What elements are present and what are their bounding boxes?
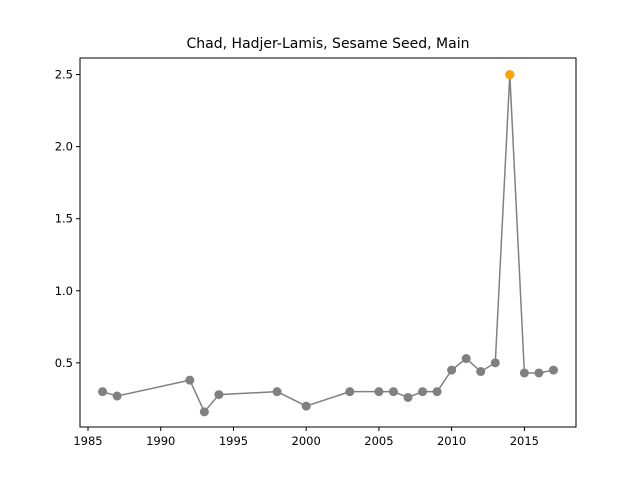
data-point — [112, 391, 122, 401]
data-point — [214, 390, 224, 400]
x-tick-label: 1990 — [146, 434, 175, 448]
data-point — [301, 401, 311, 411]
data-point — [98, 387, 108, 397]
data-point — [490, 358, 500, 368]
data-point — [185, 375, 195, 385]
data-point — [447, 365, 457, 375]
x-tick-label: 1985 — [73, 434, 102, 448]
x-tick-label: 2005 — [364, 434, 393, 448]
data-point — [374, 387, 384, 397]
plot-frame — [79, 57, 577, 428]
data-point — [345, 387, 355, 397]
y-tick-label: 0.5 — [55, 356, 73, 370]
data-point — [534, 368, 544, 378]
y-tick-label: 1.0 — [55, 284, 73, 298]
data-point — [548, 365, 558, 375]
y-axis: 0.5 1.0 1.5 2.0 2.5 — [55, 68, 80, 370]
x-tick-label: 2010 — [437, 434, 466, 448]
x-tick-label: 2000 — [292, 434, 321, 448]
data-point — [432, 387, 442, 397]
x-axis: 1985 1990 1995 2000 2005 2010 2015 — [73, 427, 539, 448]
x-tick-label: 2015 — [510, 434, 539, 448]
data-point — [403, 392, 413, 402]
chart-title: Chad, Hadjer-Lamis, Sesame Seed, Main — [187, 36, 470, 52]
data-point — [476, 367, 486, 377]
data-point — [272, 387, 282, 397]
plot-area — [98, 70, 558, 417]
data-point — [461, 354, 471, 364]
data-point — [418, 387, 428, 397]
y-tick-label: 1.5 — [55, 212, 73, 226]
data-point — [199, 407, 209, 417]
highlight-point — [505, 70, 515, 80]
x-tick-label: 1995 — [219, 434, 248, 448]
y-tick-label: 2.5 — [55, 68, 73, 82]
data-point — [519, 368, 529, 378]
data-point — [388, 387, 398, 397]
y-tick-label: 2.0 — [55, 140, 73, 154]
